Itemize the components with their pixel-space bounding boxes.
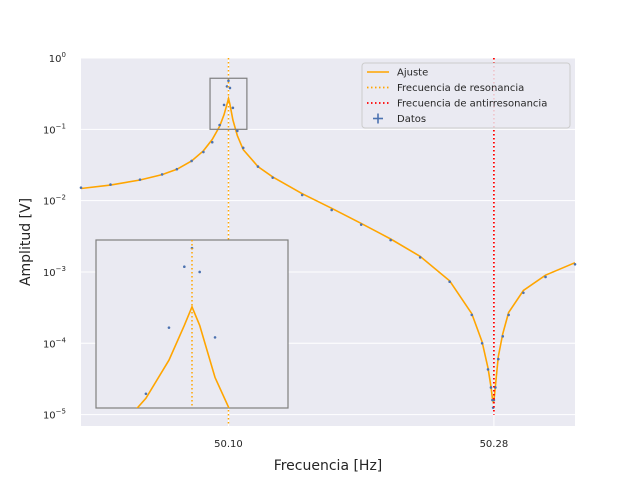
data-point (271, 176, 275, 179)
y-tick-label: 10−3 (43, 265, 66, 279)
legend: Ajuste Frecuencia de resonancia Frecuencia… (361, 62, 571, 129)
data-point (109, 183, 112, 186)
data-point (210, 140, 214, 144)
data-point (448, 280, 451, 284)
data-point (218, 123, 221, 127)
main-plot (79, 58, 577, 426)
x-axis-label: Frecuencia [Hz] (274, 458, 383, 474)
data-point (138, 178, 142, 181)
inset-data-point (106, 449, 109, 452)
data-point (486, 368, 490, 371)
data-point (480, 341, 484, 345)
inset-data-point (213, 336, 217, 339)
x-axis-ticks: 50.10 50.28 (214, 439, 508, 450)
inset-fit-line (136, 304, 230, 408)
data-point (222, 103, 226, 107)
y-tick-label: 100 (49, 51, 66, 65)
data-point (501, 335, 505, 338)
inset-data-point (198, 270, 201, 274)
data-point (190, 159, 193, 163)
data-point (231, 106, 235, 110)
inset-data-point (144, 392, 148, 396)
x-tick-label: 50.28 (480, 439, 509, 450)
y-tick-label: 10−2 (43, 194, 66, 208)
data-point (202, 150, 205, 154)
data-point (175, 167, 179, 171)
inset-series (106, 240, 271, 471)
data-point (228, 86, 232, 90)
zoom-indicator-box (209, 77, 248, 130)
data-point (470, 313, 474, 317)
inset-data-point (167, 326, 171, 329)
data-point (522, 291, 525, 295)
inset-data-point (183, 265, 186, 269)
y-tick-label: 10−1 (43, 122, 66, 136)
data-point (418, 256, 422, 259)
data-point (489, 386, 493, 389)
legend-label-data: Datos (397, 114, 426, 125)
y-axis-ticks: 100 10−1 10−2 10−3 10−4 10−5 (43, 51, 67, 422)
data-point (225, 85, 229, 88)
data-point (497, 357, 500, 361)
y-tick-label: 10−4 (43, 336, 67, 350)
data-point (330, 208, 333, 212)
data-point (241, 146, 245, 150)
data-point (227, 79, 230, 83)
data-point (544, 275, 547, 279)
inset-zoom (95, 239, 289, 471)
data-point (389, 238, 392, 242)
data-point (573, 263, 577, 266)
y-axis-label: Amplitud [V] (18, 198, 34, 286)
legend-label-fit: Ajuste (397, 68, 428, 79)
inset-data-point (268, 468, 271, 471)
legend-frame (361, 62, 571, 129)
data-point (507, 313, 510, 317)
data-point (256, 165, 260, 168)
data-point (160, 173, 164, 176)
legend-label-resonance: Frecuencia de resonancia (397, 83, 524, 94)
x-tick-label: 50.10 (214, 439, 243, 450)
data-point (300, 193, 304, 197)
data-point (359, 223, 363, 226)
legend-label-antiresonance: Frecuencia de antirresonancia (397, 99, 547, 110)
y-tick-label: 10−5 (43, 408, 66, 422)
data-point (79, 186, 83, 189)
data-point (236, 129, 239, 133)
